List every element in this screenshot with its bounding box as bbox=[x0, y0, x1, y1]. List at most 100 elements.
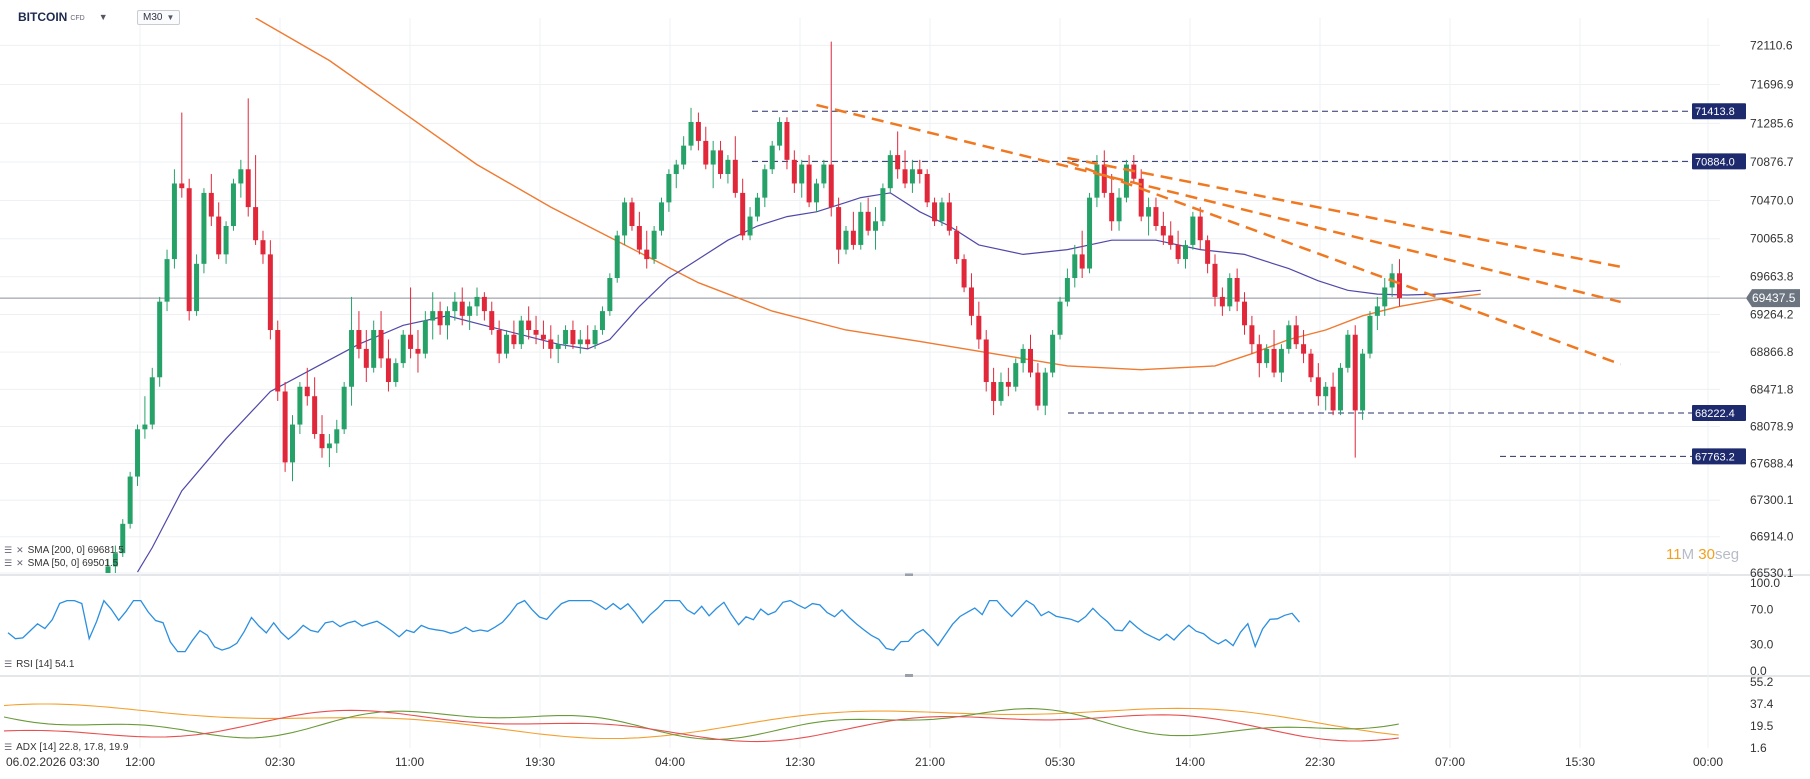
candle bbox=[127, 471, 133, 529]
menu-icon[interactable]: ☰ bbox=[4, 659, 13, 669]
candle-body bbox=[540, 334, 546, 340]
candle bbox=[149, 367, 155, 430]
pane-resize-handle[interactable] bbox=[905, 573, 913, 576]
candle-body bbox=[1020, 348, 1026, 364]
candle bbox=[1109, 174, 1115, 231]
candle-body bbox=[850, 230, 856, 245]
candle bbox=[326, 434, 332, 468]
candle bbox=[297, 382, 303, 435]
candle-body bbox=[349, 330, 355, 387]
candle bbox=[769, 140, 775, 175]
candle-body bbox=[1057, 301, 1063, 335]
candle-body bbox=[112, 553, 118, 567]
candle-body bbox=[356, 330, 362, 349]
timeframe-selector[interactable]: M30 ▼ bbox=[137, 10, 181, 25]
sma50-line bbox=[136, 192, 1481, 573]
candle-body bbox=[533, 330, 539, 335]
candle bbox=[1219, 287, 1225, 316]
candle bbox=[548, 325, 554, 359]
candle-body bbox=[1234, 278, 1240, 302]
candle bbox=[799, 159, 805, 198]
candle bbox=[895, 131, 901, 179]
candle-body bbox=[1087, 197, 1093, 269]
candle-body bbox=[385, 358, 391, 383]
sma200-line bbox=[255, 18, 1481, 371]
candle-body bbox=[681, 145, 687, 165]
chevron-down-icon[interactable]: ▼ bbox=[98, 12, 108, 22]
pane-resize-handle[interactable] bbox=[905, 674, 913, 677]
candle bbox=[1256, 334, 1262, 378]
candle-body bbox=[784, 122, 790, 160]
candle-body bbox=[1035, 372, 1041, 406]
candle bbox=[319, 415, 325, 458]
candle-body bbox=[1168, 235, 1174, 245]
candle-body bbox=[636, 226, 642, 250]
adx-tick-label: 55.2 bbox=[1750, 675, 1774, 689]
candle bbox=[828, 41, 834, 217]
candle-body bbox=[563, 330, 569, 345]
candle-body bbox=[873, 221, 879, 231]
candle bbox=[592, 325, 598, 349]
candle bbox=[939, 197, 945, 227]
candle bbox=[695, 112, 701, 151]
candle-body bbox=[1315, 377, 1321, 397]
candle-body bbox=[666, 174, 672, 203]
candle-body bbox=[902, 169, 908, 184]
candle bbox=[1072, 244, 1078, 288]
candle bbox=[1337, 363, 1343, 416]
candle bbox=[1249, 315, 1255, 354]
candle-body bbox=[932, 202, 938, 222]
menu-icon[interactable]: ☰ bbox=[4, 545, 13, 555]
timeframe-value: M30 bbox=[143, 12, 163, 23]
candle bbox=[762, 164, 768, 208]
sma50-legend[interactable]: ☰ ✕ SMA [50, 0] 69501.5 bbox=[4, 558, 118, 569]
candle-body bbox=[1050, 334, 1056, 373]
candle bbox=[570, 320, 576, 349]
candle bbox=[267, 240, 273, 340]
candle-body bbox=[622, 202, 628, 236]
close-icon[interactable]: ✕ bbox=[16, 545, 24, 555]
candle-body bbox=[1146, 207, 1152, 217]
instrument-header[interactable]: BITCOIN CFD ▼ bbox=[18, 10, 108, 24]
candle-body bbox=[481, 296, 487, 312]
candle bbox=[968, 273, 974, 326]
candle bbox=[371, 320, 377, 373]
menu-icon[interactable]: ☰ bbox=[4, 742, 13, 752]
y-tick-label: 69663.8 bbox=[1750, 270, 1794, 284]
candle bbox=[1035, 363, 1041, 411]
candle-body bbox=[813, 183, 819, 203]
candle-body bbox=[1330, 386, 1336, 411]
price-level-tag bbox=[1692, 103, 1746, 120]
candle-body bbox=[1123, 164, 1129, 198]
candle bbox=[526, 306, 532, 340]
rsi-legend[interactable]: ☰ RSI [14] 54.1 bbox=[4, 659, 74, 670]
candle bbox=[1212, 254, 1218, 307]
rsi-label: RSI [14] 54.1 bbox=[16, 659, 75, 670]
candle bbox=[349, 296, 355, 406]
candle-body bbox=[695, 122, 701, 141]
candle bbox=[1123, 159, 1129, 203]
candle-body bbox=[201, 192, 207, 264]
sma200-legend[interactable]: ☰ ✕ SMA [200, 0] 69681.5 bbox=[4, 545, 124, 556]
candle-body bbox=[865, 211, 871, 231]
candle bbox=[1064, 268, 1070, 307]
candle-body bbox=[1160, 226, 1166, 236]
adx-legend[interactable]: ☰ ADX [14] 22.8, 17.8, 19.9 bbox=[4, 742, 128, 753]
candle bbox=[1315, 363, 1321, 406]
candle bbox=[385, 339, 391, 392]
y-tick-label: 71696.9 bbox=[1750, 77, 1794, 91]
close-icon[interactable]: ✕ bbox=[16, 558, 24, 568]
x-tick-label: 19:30 bbox=[525, 755, 555, 769]
candle bbox=[1013, 358, 1019, 392]
candle-body bbox=[1013, 363, 1019, 387]
candle bbox=[171, 169, 177, 269]
adx-tick-label: 19.5 bbox=[1750, 719, 1774, 733]
candle bbox=[489, 301, 495, 335]
candle bbox=[585, 325, 591, 349]
candle bbox=[312, 377, 318, 439]
candle-body bbox=[1374, 306, 1380, 316]
candle-body bbox=[991, 382, 997, 401]
menu-icon[interactable]: ☰ bbox=[4, 558, 13, 568]
candle-body bbox=[1337, 367, 1343, 411]
